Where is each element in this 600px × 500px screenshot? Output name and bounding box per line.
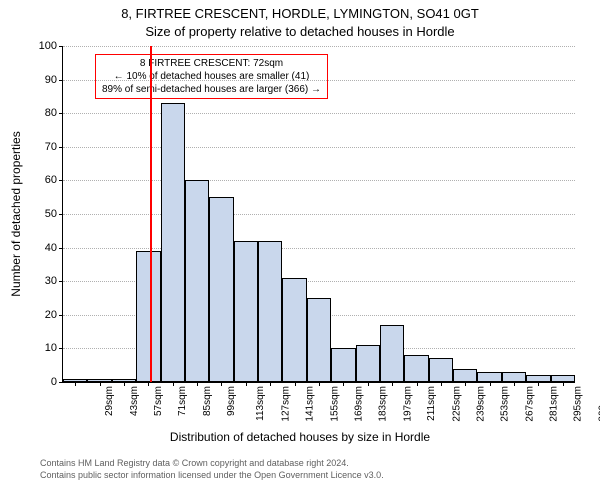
x-tick-label: 183sqm bbox=[378, 386, 389, 422]
x-tick-label: 155sqm bbox=[329, 386, 340, 422]
histogram-bar bbox=[282, 278, 306, 382]
x-tick-mark bbox=[417, 382, 418, 386]
x-tick-label: 295sqm bbox=[573, 386, 584, 422]
histogram-bar bbox=[209, 197, 233, 382]
x-tick-mark bbox=[173, 382, 174, 386]
x-tick-mark bbox=[295, 382, 296, 386]
x-tick-mark bbox=[100, 382, 101, 386]
histogram-bar bbox=[258, 241, 282, 382]
x-tick-mark bbox=[490, 382, 491, 386]
histogram-bar bbox=[380, 325, 404, 382]
grid-line bbox=[63, 248, 575, 249]
grid-line bbox=[63, 214, 575, 215]
y-tick-label: 10 bbox=[45, 342, 63, 354]
grid-line bbox=[63, 80, 575, 81]
y-tick-label: 50 bbox=[45, 208, 63, 220]
histogram-bar bbox=[356, 345, 380, 382]
x-tick-label: 127sqm bbox=[280, 386, 291, 422]
x-tick-mark bbox=[465, 382, 466, 386]
histogram-bar bbox=[502, 372, 526, 382]
histogram-bar bbox=[526, 375, 550, 382]
histogram-bar bbox=[429, 358, 453, 382]
y-tick-label: 80 bbox=[45, 107, 63, 119]
x-tick-mark bbox=[148, 382, 149, 386]
x-tick-mark bbox=[319, 382, 320, 386]
chart-title-main: 8, FIRTREE CRESCENT, HORDLE, LYMINGTON, … bbox=[0, 6, 600, 21]
y-tick-label: 90 bbox=[45, 74, 63, 86]
x-tick-mark bbox=[246, 382, 247, 386]
annotation-line-2: ← 10% of detached houses are smaller (41… bbox=[102, 70, 321, 83]
x-tick-mark bbox=[270, 382, 271, 386]
x-tick-mark bbox=[343, 382, 344, 386]
y-tick-label: 40 bbox=[45, 242, 63, 254]
chart-footer: Contains HM Land Registry data © Crown c… bbox=[0, 458, 600, 481]
x-tick-mark bbox=[124, 382, 125, 386]
annotation-line-3: 89% of semi-detached houses are larger (… bbox=[102, 83, 321, 96]
x-tick-label: 169sqm bbox=[354, 386, 365, 422]
histogram-bar bbox=[331, 348, 355, 382]
x-tick-label: 71sqm bbox=[177, 386, 188, 416]
y-tick-label: 20 bbox=[45, 309, 63, 321]
x-tick-label: 57sqm bbox=[153, 386, 164, 416]
histogram-bar bbox=[477, 372, 501, 382]
x-tick-label: 113sqm bbox=[255, 386, 266, 421]
highlight-line bbox=[150, 46, 152, 382]
x-tick-mark bbox=[75, 382, 76, 386]
x-tick-mark bbox=[514, 382, 515, 386]
x-tick-label: 197sqm bbox=[402, 386, 413, 422]
x-tick-mark bbox=[392, 382, 393, 386]
x-tick-label: 211sqm bbox=[426, 386, 437, 421]
y-tick-label: 60 bbox=[45, 174, 63, 186]
x-tick-mark bbox=[563, 382, 564, 386]
grid-line bbox=[63, 180, 575, 181]
y-tick-label: 100 bbox=[39, 40, 63, 52]
x-tick-mark bbox=[368, 382, 369, 386]
x-tick-label: 29sqm bbox=[104, 386, 115, 416]
histogram-bar bbox=[404, 355, 428, 382]
y-tick-label: 0 bbox=[51, 376, 63, 388]
grid-line bbox=[63, 113, 575, 114]
x-tick-label: 225sqm bbox=[451, 386, 462, 422]
footer-line-2: Contains public sector information licen… bbox=[40, 470, 600, 482]
x-tick-label: 281sqm bbox=[549, 386, 560, 422]
x-tick-label: 141sqm bbox=[305, 386, 316, 422]
x-tick-label: 253sqm bbox=[500, 386, 511, 422]
annotation-line-1: 8 FIRTREE CRESCENT: 72sqm bbox=[102, 57, 321, 70]
y-tick-label: 30 bbox=[45, 275, 63, 287]
x-tick-label: 99sqm bbox=[226, 386, 237, 416]
y-axis-title: Number of detached properties bbox=[9, 131, 23, 296]
histogram-bar bbox=[136, 251, 160, 382]
histogram-bar bbox=[234, 241, 258, 382]
grid-line bbox=[63, 46, 575, 47]
annotation-box: 8 FIRTREE CRESCENT: 72sqm ← 10% of detac… bbox=[95, 54, 328, 99]
plot-area: 8 FIRTREE CRESCENT: 72sqm ← 10% of detac… bbox=[62, 46, 575, 383]
x-tick-label: 43sqm bbox=[129, 386, 140, 416]
x-tick-label: 85sqm bbox=[202, 386, 213, 416]
histogram-bar bbox=[307, 298, 331, 382]
footer-line-1: Contains HM Land Registry data © Crown c… bbox=[40, 458, 600, 470]
x-axis-title: Distribution of detached houses by size … bbox=[0, 430, 600, 444]
histogram-bar bbox=[551, 375, 575, 382]
x-tick-label: 267sqm bbox=[524, 386, 535, 422]
histogram-bar bbox=[453, 369, 477, 382]
chart-container: 8, FIRTREE CRESCENT, HORDLE, LYMINGTON, … bbox=[0, 0, 600, 500]
x-tick-mark bbox=[197, 382, 198, 386]
x-tick-mark bbox=[441, 382, 442, 386]
grid-line bbox=[63, 147, 575, 148]
histogram-bar bbox=[161, 103, 185, 382]
y-tick-label: 70 bbox=[45, 141, 63, 153]
chart-title-sub: Size of property relative to detached ho… bbox=[0, 24, 600, 39]
x-tick-mark bbox=[221, 382, 222, 386]
x-tick-label: 239sqm bbox=[475, 386, 486, 422]
x-tick-mark bbox=[538, 382, 539, 386]
histogram-bar bbox=[185, 180, 209, 382]
